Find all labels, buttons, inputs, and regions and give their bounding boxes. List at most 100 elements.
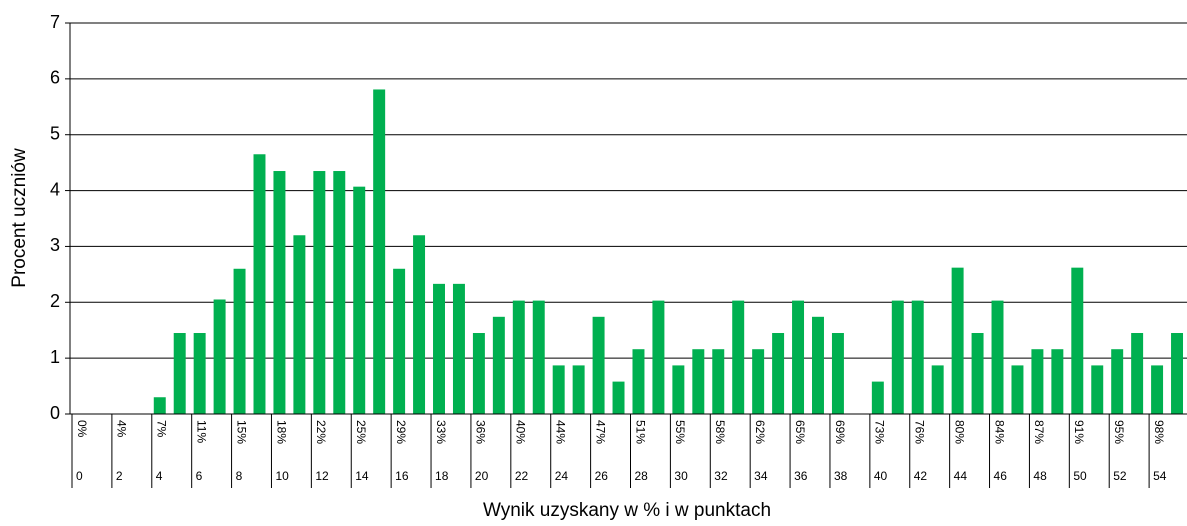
x-percent-label: 62% — [753, 420, 767, 444]
x-tick-label: 22 — [515, 469, 529, 483]
bar — [971, 333, 984, 414]
bar — [1011, 365, 1024, 414]
x-tick-label: 0 — [76, 469, 83, 483]
x-percent-label: 11% — [194, 420, 208, 443]
bar — [452, 283, 465, 414]
bar — [1031, 349, 1044, 414]
y-tick-label: 1 — [50, 347, 60, 367]
bar — [1151, 365, 1164, 414]
x-tick-label: 6 — [196, 469, 203, 483]
y-tick-label: 7 — [50, 12, 60, 32]
x-tick-label: 32 — [714, 469, 728, 483]
bar — [1051, 349, 1064, 414]
bar — [831, 333, 844, 414]
bar — [472, 333, 485, 414]
x-tick-label: 30 — [674, 469, 688, 483]
x-tick-label: 48 — [1033, 469, 1047, 483]
x-percent-label: 65% — [793, 420, 807, 444]
bar — [1171, 333, 1184, 414]
bar — [413, 235, 426, 414]
y-tick-label: 5 — [50, 123, 60, 143]
x-percent-label: 7% — [155, 420, 169, 438]
x-percent-label: 91% — [1072, 420, 1086, 444]
bar — [592, 316, 605, 414]
x-percent-label: 18% — [274, 420, 288, 444]
x-percent-label: 95% — [1112, 420, 1126, 444]
x-percent-label: 22% — [314, 420, 328, 444]
bar — [393, 268, 406, 414]
x-percent-label: 0% — [75, 420, 89, 438]
bar — [712, 349, 725, 414]
x-percent-label: 87% — [1032, 420, 1046, 444]
x-tick-label: 26 — [595, 469, 609, 483]
x-tick-label: 18 — [435, 469, 449, 483]
x-tick-label: 20 — [475, 469, 489, 483]
bar — [752, 349, 765, 414]
bar — [233, 268, 246, 414]
bar — [313, 171, 326, 414]
bar — [612, 381, 625, 414]
bar — [772, 333, 785, 414]
bar — [153, 397, 166, 414]
bar — [1111, 349, 1124, 414]
x-percent-label: 58% — [713, 420, 727, 444]
x-tick-label: 46 — [994, 469, 1008, 483]
bar — [792, 300, 805, 414]
x-percent-label: 36% — [474, 420, 488, 444]
bar — [1071, 267, 1084, 414]
bar — [193, 333, 206, 414]
x-tick-label: 52 — [1113, 469, 1127, 483]
x-tick-label: 28 — [635, 469, 649, 483]
x-percent-label: 44% — [554, 420, 568, 444]
bar — [672, 365, 685, 414]
x-percent-label: 4% — [115, 420, 129, 438]
bar — [891, 300, 904, 414]
bar — [532, 300, 545, 414]
x-tick-label: 10 — [275, 469, 289, 483]
x-percent-label: 29% — [394, 420, 408, 444]
bar — [991, 300, 1004, 414]
bar — [373, 89, 386, 414]
bar — [871, 381, 884, 414]
bar — [512, 300, 525, 414]
x-percent-label: 69% — [833, 420, 847, 444]
y-tick-label: 2 — [50, 291, 60, 311]
bar — [951, 267, 964, 414]
x-axis-title: Wynik uzyskany w % i w punktach — [483, 500, 771, 521]
x-tick-label: 36 — [794, 469, 808, 483]
x-percent-label: 15% — [234, 420, 248, 444]
x-tick-label: 14 — [355, 469, 369, 483]
x-percent-label: 40% — [514, 420, 528, 444]
bar — [692, 349, 705, 414]
y-tick-label: 6 — [50, 68, 60, 88]
x-tick-label: 2 — [116, 469, 123, 483]
bar — [293, 235, 306, 414]
x-tick-label: 42 — [914, 469, 928, 483]
y-tick-label: 4 — [50, 179, 60, 199]
x-percent-label: 98% — [1152, 420, 1166, 444]
x-percent-label: 76% — [913, 420, 927, 444]
bar — [433, 283, 445, 414]
x-percent-label: 55% — [673, 420, 687, 444]
bar — [652, 300, 665, 414]
x-tick-label: 12 — [315, 469, 329, 483]
bar — [333, 171, 346, 414]
x-tick-label: 24 — [555, 469, 569, 483]
bar — [1131, 333, 1144, 414]
x-percent-label: 47% — [593, 420, 607, 444]
bar — [492, 316, 505, 414]
x-percent-label: 51% — [633, 420, 647, 444]
bar — [552, 365, 565, 414]
bar — [572, 365, 585, 414]
bar — [812, 316, 824, 414]
x-tick-label: 44 — [954, 469, 968, 483]
bar — [213, 299, 226, 414]
bar — [173, 333, 186, 414]
y-tick-label: 0 — [50, 403, 60, 423]
bar — [253, 154, 266, 414]
bar — [353, 186, 366, 414]
x-percent-label: 84% — [992, 420, 1006, 444]
x-tick-label: 38 — [834, 469, 848, 483]
